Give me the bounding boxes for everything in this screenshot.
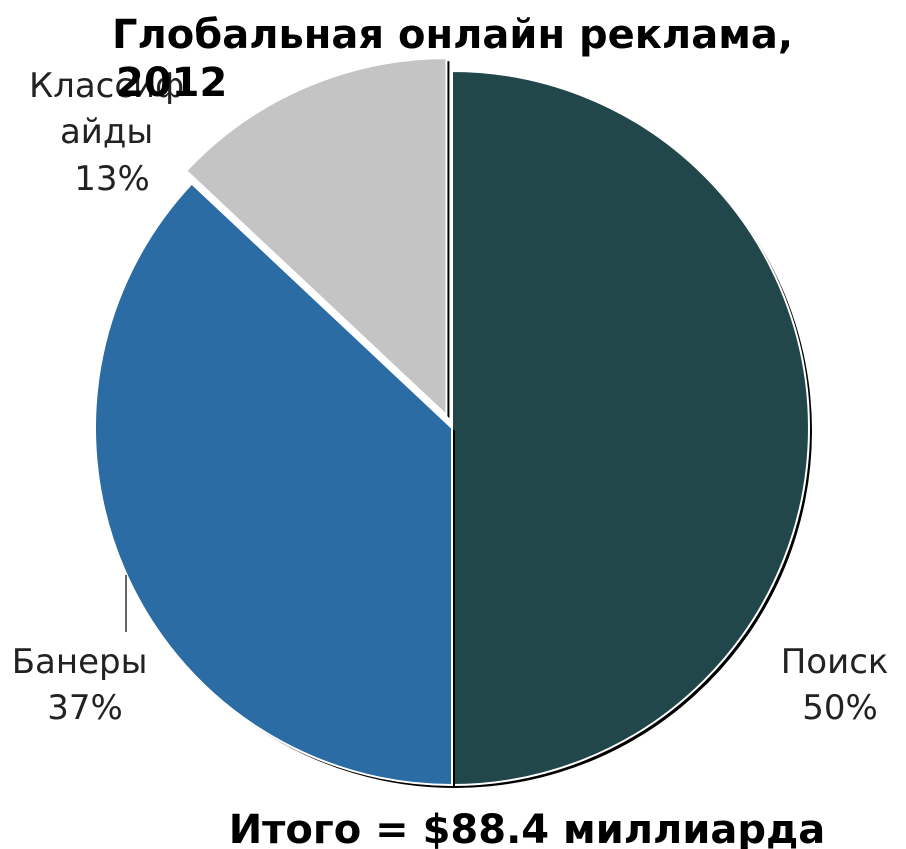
pie-slice-classifieds [184, 57, 448, 418]
slice-label-classifieds-line-2: айды [60, 112, 153, 152]
chart-title-line-2: 2012 [116, 60, 227, 106]
chart-title-line-1: Глобальная онлайн реклама, [112, 12, 793, 58]
slice-label-search-name: Поиск [781, 642, 889, 682]
slice-label-banners-name: Банеры [12, 642, 148, 682]
chart-title: Глобальная онлайн реклама, 2012 [112, 12, 807, 106]
slice-labels: Класcиф айды 13% Банеры 37% Поиск 50% [12, 66, 900, 728]
slice-label-banners: Банеры 37% [12, 642, 159, 728]
pie-slices [94, 57, 812, 788]
slice-value-banners: 37% [47, 688, 123, 728]
slice-label-classifieds: Класcиф айды 13% [29, 66, 195, 199]
slice-label-search: Поиск 50% [781, 642, 900, 728]
slice-value-classifieds: 13% [74, 159, 150, 199]
pie-slice-banners [94, 182, 453, 787]
slice-label-classifieds-line-1: Класcиф [29, 66, 184, 106]
pie-slice-search [451, 69, 810, 787]
total-label: Итого = $88.4 миллиарда [229, 807, 826, 849]
slice-value-search: 50% [802, 688, 878, 728]
